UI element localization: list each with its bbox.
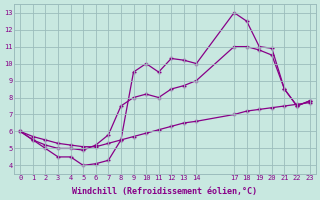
- X-axis label: Windchill (Refroidissement éolien,°C): Windchill (Refroidissement éolien,°C): [72, 187, 258, 196]
